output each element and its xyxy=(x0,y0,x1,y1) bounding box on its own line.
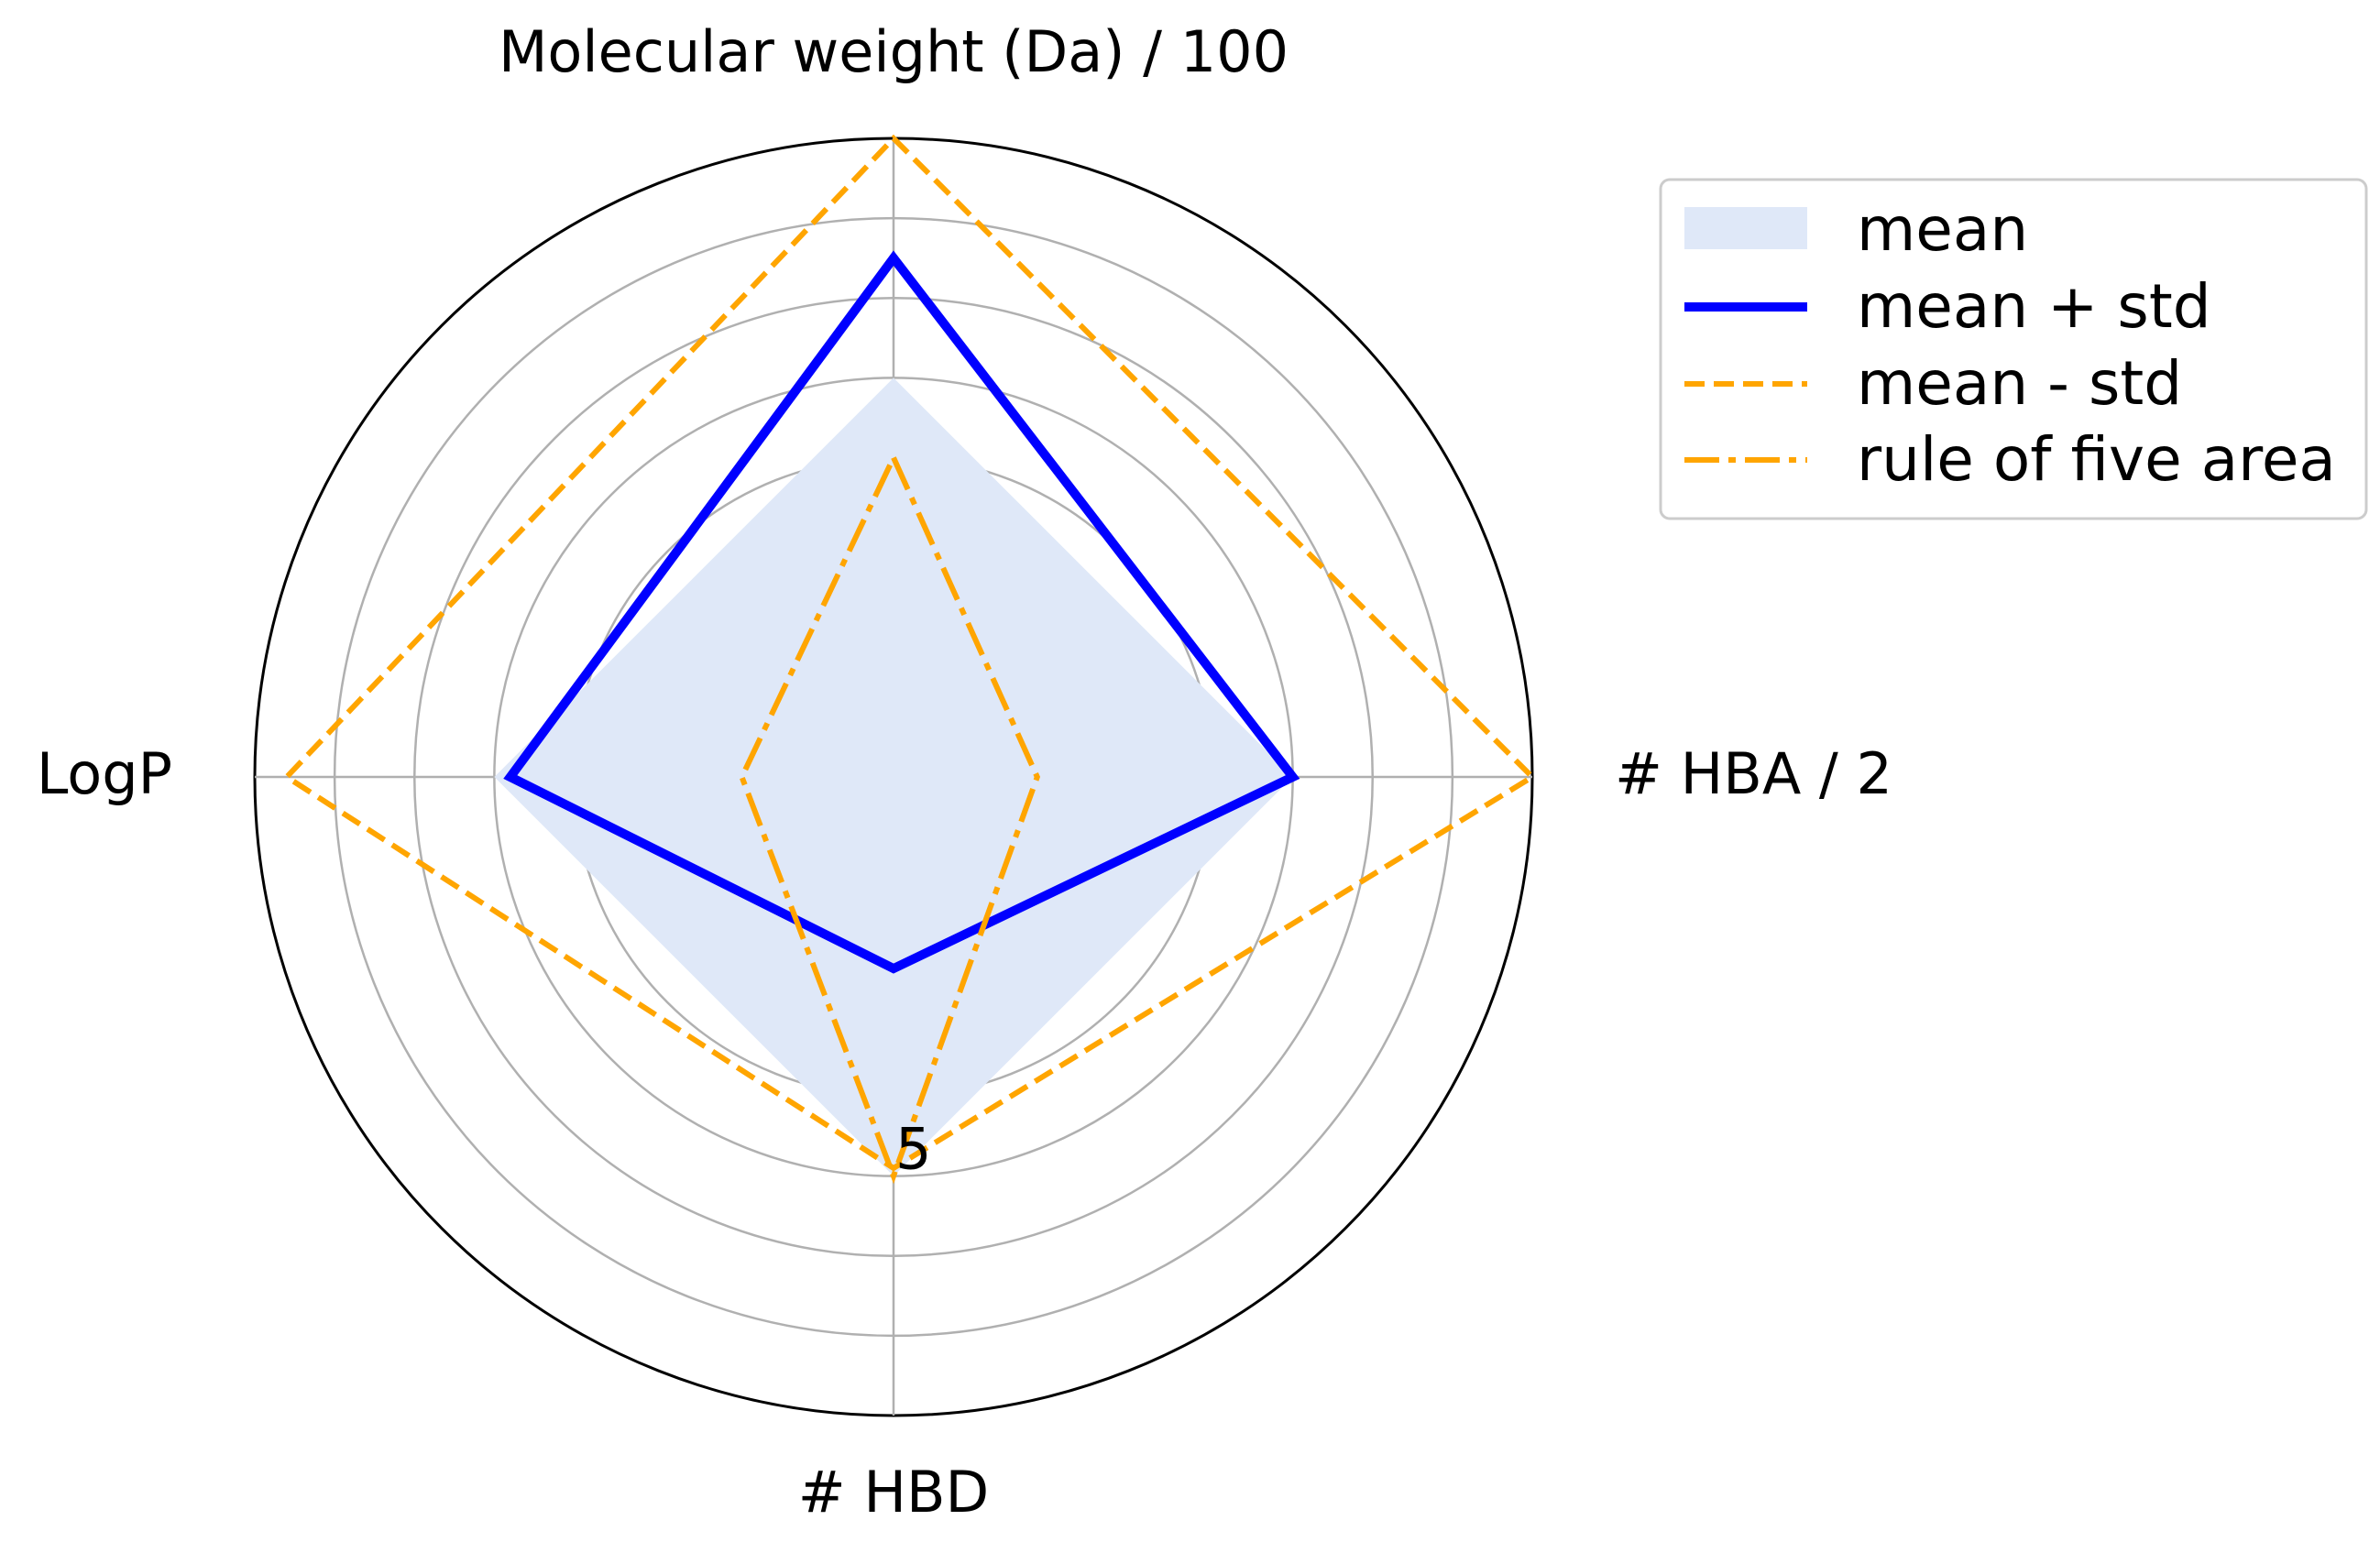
axis-label-logp: LogP xyxy=(37,740,172,807)
legend-label-mean-plus-std: mean + std xyxy=(1857,271,2211,342)
legend-swatch-mean xyxy=(1684,207,1807,249)
legend-label-mean-minus-std: mean - std xyxy=(1857,348,2182,419)
r-tick-label-5: 5 xyxy=(895,1116,931,1183)
axis-label-molecular-weight: Molecular weight (Da) / 100 xyxy=(499,18,1289,85)
series-mean-std xyxy=(282,134,1537,1172)
axis-label-hbd: # HBD xyxy=(798,1459,990,1526)
series-mean xyxy=(494,377,1293,1176)
legend-label-mean: mean xyxy=(1857,194,2028,265)
legend-label-rule-of-five: rule of five area xyxy=(1857,424,2336,495)
legend-frame xyxy=(1659,178,2368,520)
series-rule-of-five-area xyxy=(739,451,1041,1185)
axis-label-hba: # HBA / 2 xyxy=(1615,740,1892,807)
legend: mean mean + std mean - std rule of five … xyxy=(1659,178,2368,520)
series-layer xyxy=(282,134,1537,1185)
axis-labels: Molecular weight (Da) / 100 # HBA / 2 # … xyxy=(37,18,1892,1526)
series-mean-plus-std xyxy=(503,250,1300,974)
r-tick-labels: 5 xyxy=(895,1116,931,1183)
